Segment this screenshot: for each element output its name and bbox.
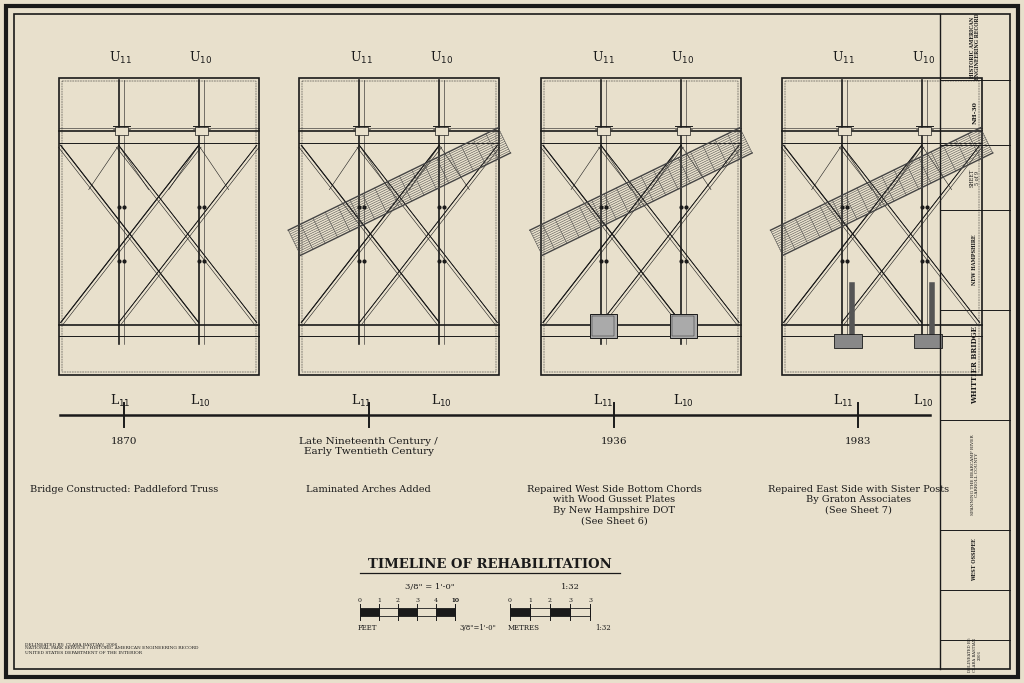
Text: FEET: FEET [358, 624, 378, 632]
Text: 10: 10 [451, 598, 459, 603]
Text: 10: 10 [451, 598, 459, 603]
Text: 0: 0 [358, 598, 362, 603]
Text: DELINEATED BY: CLARA BASTIAN, 2006
NATIONAL PARK SERVICE / HISTORIC AMERICAN ENG: DELINEATED BY: CLARA BASTIAN, 2006 NATIO… [25, 642, 199, 655]
Text: Laminated Arches Added: Laminated Arches Added [306, 485, 431, 494]
Bar [781, 78, 982, 375]
Text: 1:32: 1:32 [560, 583, 580, 591]
Text: U$_{10}$: U$_{10}$ [189, 50, 212, 66]
Text: U$_{11}$: U$_{11}$ [110, 50, 132, 66]
Text: Late Nineteenth Century /
Early Twentieth Century: Late Nineteenth Century / Early Twentiet… [299, 437, 438, 456]
Text: U$_{11}$: U$_{11}$ [833, 50, 855, 66]
Bar [541, 78, 741, 375]
Text: L$_{10}$: L$_{10}$ [673, 393, 693, 409]
Text: 3/8"=1'-0": 3/8"=1'-0" [460, 624, 497, 632]
Bar [550, 608, 570, 616]
Text: 3: 3 [415, 598, 419, 603]
Text: WHITTIER BRIDGE: WHITTIER BRIDGE [971, 326, 979, 404]
Text: U$_{10}$: U$_{10}$ [672, 50, 694, 66]
Text: 0: 0 [508, 598, 512, 603]
Bar [672, 316, 694, 335]
Text: NEW HAMPSHIRE: NEW HAMPSHIRE [973, 235, 978, 285]
Bar [417, 608, 436, 616]
Text: 1870: 1870 [111, 437, 137, 446]
Text: L$_{10}$: L$_{10}$ [190, 393, 211, 409]
Text: TIMELINE OF REHABILITATION: TIMELINE OF REHABILITATION [368, 559, 612, 572]
Text: METRES: METRES [508, 624, 540, 632]
Text: L$_{11}$: L$_{11}$ [834, 393, 854, 409]
Bar [58, 78, 259, 375]
Bar [398, 608, 417, 616]
Text: 1: 1 [528, 598, 532, 603]
Text: L$_{11}$: L$_{11}$ [111, 393, 131, 409]
Text: SPANNING THE BEARCAMP RIVER
CARROLL COUNTY: SPANNING THE BEARCAMP RIVER CARROLL COUN… [971, 434, 979, 515]
Text: 3: 3 [588, 598, 592, 603]
Text: Repaired West Side Bottom Chords
with Wood Gusset Plates
By New Hampshire DOT
(S: Repaired West Side Bottom Chords with Wo… [527, 485, 701, 525]
Text: 1983: 1983 [845, 437, 871, 446]
Bar [510, 608, 530, 616]
Text: Repaired East Side with Sister Posts
By Graton Associates
(See Sheet 7): Repaired East Side with Sister Posts By … [768, 485, 948, 515]
Text: Bridge Constructed: Paddleford Truss: Bridge Constructed: Paddleford Truss [30, 485, 218, 494]
Text: SHEET
5 of 9: SHEET 5 of 9 [970, 169, 980, 186]
Bar [61, 81, 256, 372]
Bar [299, 78, 500, 375]
Bar [530, 608, 550, 616]
Text: NH-30: NH-30 [973, 101, 978, 124]
Text: 1936: 1936 [601, 437, 628, 446]
Text: HISTORIC AMERICAN
ENGINEERING RECORD: HISTORIC AMERICAN ENGINEERING RECORD [970, 14, 980, 81]
Text: L$_{11}$: L$_{11}$ [351, 393, 372, 409]
Bar [913, 335, 942, 348]
Text: 3: 3 [568, 598, 572, 603]
Bar [436, 608, 455, 616]
Bar [597, 128, 610, 135]
Bar [918, 128, 931, 135]
Text: WEST OSSIPEE: WEST OSSIPEE [973, 539, 978, 581]
Bar [670, 313, 697, 337]
Text: 1:32: 1:32 [595, 624, 610, 632]
Bar [838, 128, 851, 135]
Text: 2: 2 [396, 598, 400, 603]
Text: L$_{10}$: L$_{10}$ [913, 393, 934, 409]
Bar [592, 316, 614, 335]
Bar [355, 128, 369, 135]
Text: U$_{10}$: U$_{10}$ [430, 50, 453, 66]
Text: 3/8" = 1'-0": 3/8" = 1'-0" [406, 583, 455, 591]
Bar [570, 608, 590, 616]
Bar [784, 81, 979, 372]
Bar [677, 128, 690, 135]
Text: U$_{11}$: U$_{11}$ [350, 50, 373, 66]
Text: U$_{11}$: U$_{11}$ [592, 50, 614, 66]
Bar [379, 608, 398, 616]
Text: U$_{10}$: U$_{10}$ [912, 50, 935, 66]
Text: 2: 2 [548, 598, 552, 603]
Bar [435, 128, 449, 135]
Bar [302, 81, 497, 372]
Text: 1: 1 [377, 598, 381, 603]
Bar [834, 335, 861, 348]
Bar [544, 81, 738, 372]
Bar [195, 128, 208, 135]
Bar [590, 313, 617, 337]
Text: L$_{10}$: L$_{10}$ [431, 393, 452, 409]
Text: DELINEATED BY:
CLARA BASTIAN
2006: DELINEATED BY: CLARA BASTIAN 2006 [969, 637, 982, 672]
Bar [360, 608, 379, 616]
Bar [115, 128, 128, 135]
Text: 4: 4 [434, 598, 438, 603]
Text: L$_{11}$: L$_{11}$ [593, 393, 613, 409]
